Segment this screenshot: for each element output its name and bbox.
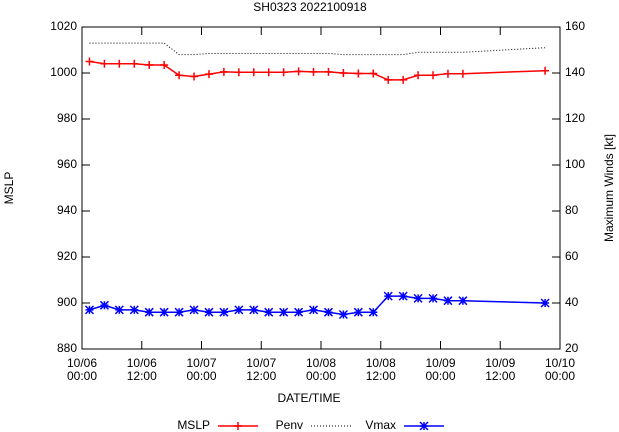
data-point [115,59,124,68]
data-point [145,60,154,69]
y2-tick-label: 40 [565,295,579,309]
data-point [413,293,423,303]
data-point [264,68,273,77]
legend-label: Vmax [365,418,396,432]
y-tick-label: 980 [57,111,77,125]
data-point [114,305,124,315]
data-point [353,307,363,317]
x-tick-label: 10/06 00:00 [66,356,98,383]
data-point [458,296,468,306]
y-tick-label: 880 [57,341,77,355]
data-point [219,307,229,317]
data-point [144,307,154,317]
series-line [89,42,546,56]
x-tick-label: 10/10 00:00 [544,356,576,383]
x-axis-label: DATE/TIME [277,391,340,405]
y-tick-label: 920 [57,249,77,263]
data-point [160,60,169,69]
data-point [249,68,258,77]
y-tick-label: 900 [57,295,77,309]
y-axis-label: MSLP [2,172,16,205]
data-point [129,305,139,315]
data-point [324,67,333,76]
x-tick-label: 10/09 00:00 [425,356,456,383]
data-point [384,75,393,84]
y-tick-label: 960 [57,157,77,171]
data-point [541,66,550,75]
data-point [294,307,304,317]
data-point [354,69,363,78]
data-point [369,69,378,78]
x-tick-label: 10/09 12:00 [485,356,516,383]
y2-tick-label: 60 [565,249,579,263]
data-point [443,296,453,306]
data-point [175,71,184,80]
data-point [339,69,348,77]
x-tick-label: 10/07 00:00 [186,356,217,383]
data-point [540,298,550,308]
data-point [190,72,199,81]
x-tick-label: 10/06 12:00 [126,356,157,383]
chart-title: SH0323 2022100918 [253,0,367,14]
legend-label: Penv [276,418,303,432]
y2-axis-label: Maximum Winds [kt] [602,134,616,242]
legend-marker [419,421,429,431]
data-point [204,70,213,79]
data-point [249,305,259,315]
x-tick-label: 10/07 12:00 [246,356,277,383]
data-point [399,75,408,84]
data-point [174,307,184,317]
data-point [130,59,139,68]
data-point [99,300,109,310]
data-point [85,57,94,66]
y2-tick-label: 120 [565,111,585,125]
y-tick-label: 1000 [50,65,77,79]
y2-tick-label: 160 [565,19,585,33]
series-line [89,60,546,81]
data-point [294,67,303,76]
data-point [264,307,274,317]
x-tick-label: 10/08 12:00 [365,356,396,383]
data-point [323,307,333,317]
y2-tick-label: 20 [565,341,579,355]
y2-tick-label: 100 [565,157,585,171]
data-point [219,67,228,76]
legend-marker [234,422,242,430]
data-point [368,307,378,317]
data-point [100,59,109,68]
data-point [309,305,319,315]
data-point [159,307,169,317]
data-point [398,291,408,301]
data-point [383,291,393,301]
x-tick-label: 10/08 00:00 [305,356,337,383]
data-point [309,67,318,76]
data-point [279,68,288,77]
legend-label: MSLP [177,418,210,432]
y-tick-label: 940 [57,203,77,217]
data-point [234,68,243,77]
data-point [428,293,438,303]
y2-tick-label: 80 [565,203,579,217]
data-point [234,305,244,315]
series-line [89,295,546,316]
data-point [204,307,214,317]
data-point [338,309,348,320]
data-point [84,305,94,315]
data-point [279,307,289,317]
data-point [443,69,452,78]
data-point [429,71,438,80]
y-tick-label: 1020 [50,19,77,33]
y2-tick-label: 140 [565,65,585,79]
data-point [189,305,199,315]
data-point [414,71,423,80]
data-point [458,69,467,78]
